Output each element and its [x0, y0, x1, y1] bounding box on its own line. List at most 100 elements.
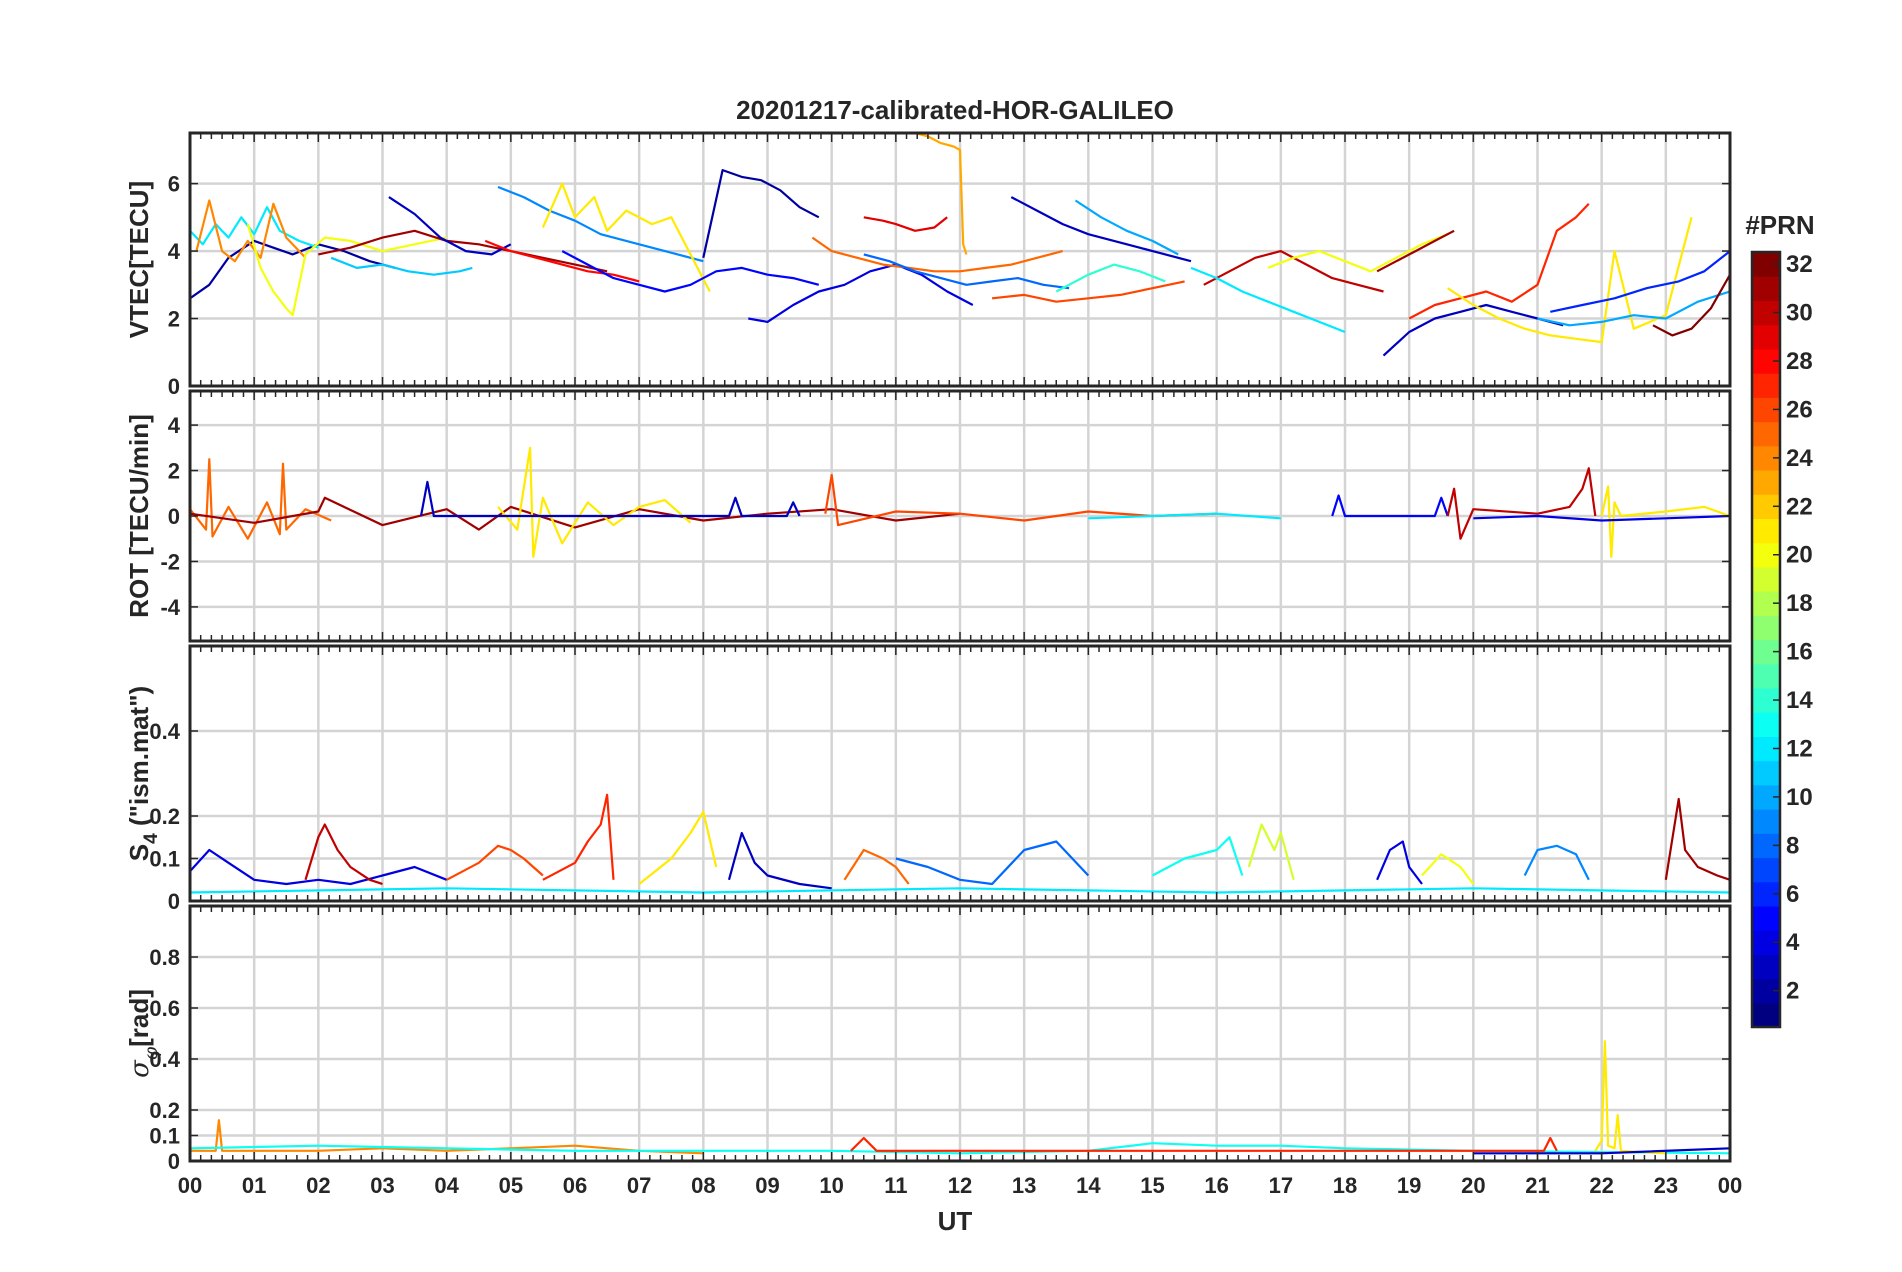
x-tick-label: 12 — [948, 1173, 972, 1198]
y-tick-label: 0 — [168, 504, 180, 529]
x-tick-label: 06 — [563, 1173, 587, 1198]
colorbar-swatch — [1752, 469, 1780, 495]
series-line-prn-4 — [1473, 514, 1730, 522]
y-tick-label: 0 — [168, 374, 180, 399]
panel-frame — [188, 904, 1732, 1163]
series-line-prn-14 — [1055, 263, 1166, 293]
colorbar-swatch — [1752, 712, 1780, 737]
series-line-prn-10 — [1537, 290, 1730, 327]
x-tick-label: 23 — [1654, 1173, 1678, 1198]
x-tick-label: 03 — [370, 1173, 394, 1198]
x-tick-label: 09 — [755, 1173, 779, 1198]
y-tick-label: 0.2 — [149, 804, 180, 829]
x-tick-label: 17 — [1269, 1173, 1293, 1198]
series-line-prn-10 — [1074, 199, 1179, 256]
colorbar-tick-label: 10 — [1786, 784, 1813, 811]
colorbar-tick-label: 14 — [1786, 687, 1813, 714]
series-line-prn-2 — [702, 169, 820, 259]
x-tick-label: 21 — [1525, 1173, 1549, 1198]
series-line-prn-2 — [190, 239, 396, 300]
panel-frame — [188, 131, 1732, 388]
x-tick-label: 10 — [819, 1173, 843, 1198]
series-line-prn-32 — [1652, 274, 1730, 337]
y-tick-label: -2 — [160, 549, 180, 574]
y-tick-label: 0.6 — [149, 996, 180, 1021]
x-tick-label: 05 — [499, 1173, 523, 1198]
y-tick-label: 4 — [168, 239, 181, 264]
series-line-prn-26 — [446, 844, 544, 881]
colorbar-tick-label: 16 — [1786, 639, 1813, 666]
colorbar-swatch — [1752, 1002, 1780, 1028]
y-axis-label: S4 ("ism.mat") — [124, 686, 162, 861]
series-line-prn-21 — [541, 182, 711, 293]
y-axis-label: ROT [TECU/min] — [124, 414, 154, 618]
series-line-prn-20 — [1421, 853, 1475, 885]
series-line-prn-31 — [318, 229, 608, 273]
series-line-prn-26 — [824, 474, 1217, 527]
colorbar-tick-label: 12 — [1786, 735, 1813, 762]
series-line-prn-8 — [895, 840, 1090, 886]
panel-2: -4 -2 0 2 4 ROT [TECU/min] — [124, 389, 1732, 643]
colorbar-swatch — [1752, 857, 1780, 883]
series-line-prn-30 — [1446, 467, 1597, 540]
colorbar-swatch — [1752, 276, 1780, 302]
y-axis-label: σφ[rad] — [124, 989, 162, 1078]
series-line-prn-31 — [1664, 797, 1730, 881]
x-tick-label: 07 — [627, 1173, 651, 1198]
colorbar-tick-label: 30 — [1786, 300, 1813, 327]
y-tick-label: 0.1 — [149, 1124, 180, 1149]
series-line-prn-5 — [1331, 494, 1449, 518]
series-line-prn-9 — [1523, 844, 1590, 881]
series-line-prn-25 — [811, 236, 1063, 273]
series-line-prn-6 — [1550, 250, 1730, 313]
colorbar-tick-label: 22 — [1786, 493, 1813, 520]
series-line-prn-27 — [850, 1136, 1558, 1152]
colorbar-tick-label: 26 — [1786, 396, 1813, 423]
colorbar-swatch — [1752, 373, 1780, 398]
series-line-prn-3 — [419, 480, 801, 518]
y-axis-label: VTEC[TECU] — [124, 181, 154, 338]
series-line-prn-25 — [190, 458, 332, 540]
x-tick-label: 14 — [1076, 1173, 1101, 1198]
y-tick-label: 0.4 — [149, 1047, 180, 1072]
series-line-prn-12 — [1190, 266, 1346, 334]
series-line-prn-4 — [748, 263, 974, 323]
series-line-prn-21 — [638, 810, 718, 885]
series-line-prn-9 — [497, 185, 704, 263]
colorbar-swatch — [1752, 760, 1780, 786]
panel-1: 0 2 4 6 VTEC[TECU] — [124, 131, 1732, 399]
panel-frame — [188, 644, 1732, 903]
colorbar-tick-label: 32 — [1786, 251, 1813, 278]
colorbar-swatch — [1752, 324, 1780, 350]
y-tick-label: 2 — [168, 459, 180, 484]
series-line-prn-28 — [484, 239, 640, 283]
y-tick-label: 4 — [168, 413, 181, 438]
colorbar-swatch — [1752, 809, 1780, 834]
y-tick-label: 0.2 — [149, 1098, 180, 1123]
series-line-prn-27 — [542, 793, 615, 881]
series-line-prn-19 — [1247, 823, 1295, 881]
x-tick-label: 01 — [242, 1173, 266, 1198]
colorbar-title: #PRN — [1745, 210, 1814, 240]
series-line-prn-11 — [330, 256, 473, 276]
colorbar-tick-label: 2 — [1786, 978, 1799, 1005]
series-line-prn-30 — [304, 823, 383, 886]
series-line-prn-24 — [190, 1119, 704, 1155]
series-line-prn-31 — [190, 496, 961, 531]
series-line-prn-31 — [1376, 229, 1455, 273]
series-line-prn-21 — [1594, 1040, 1666, 1155]
colorbar-tick-label: 8 — [1786, 832, 1799, 859]
series-line-prn-3 — [1010, 196, 1192, 263]
colorbar-tick-label: 28 — [1786, 348, 1813, 375]
x-tick-label: 04 — [434, 1173, 459, 1198]
colorbar-tick-label: 4 — [1786, 929, 1800, 956]
series-group — [190, 793, 1730, 894]
x-tick-label: 02 — [306, 1173, 330, 1198]
series-line-prn-24 — [195, 199, 307, 263]
x-tick-label: 15 — [1140, 1173, 1164, 1198]
x-tick-label: 00 — [178, 1173, 202, 1198]
x-axis-label: UT — [938, 1206, 973, 1236]
series-line-prn-3 — [1382, 303, 1564, 357]
